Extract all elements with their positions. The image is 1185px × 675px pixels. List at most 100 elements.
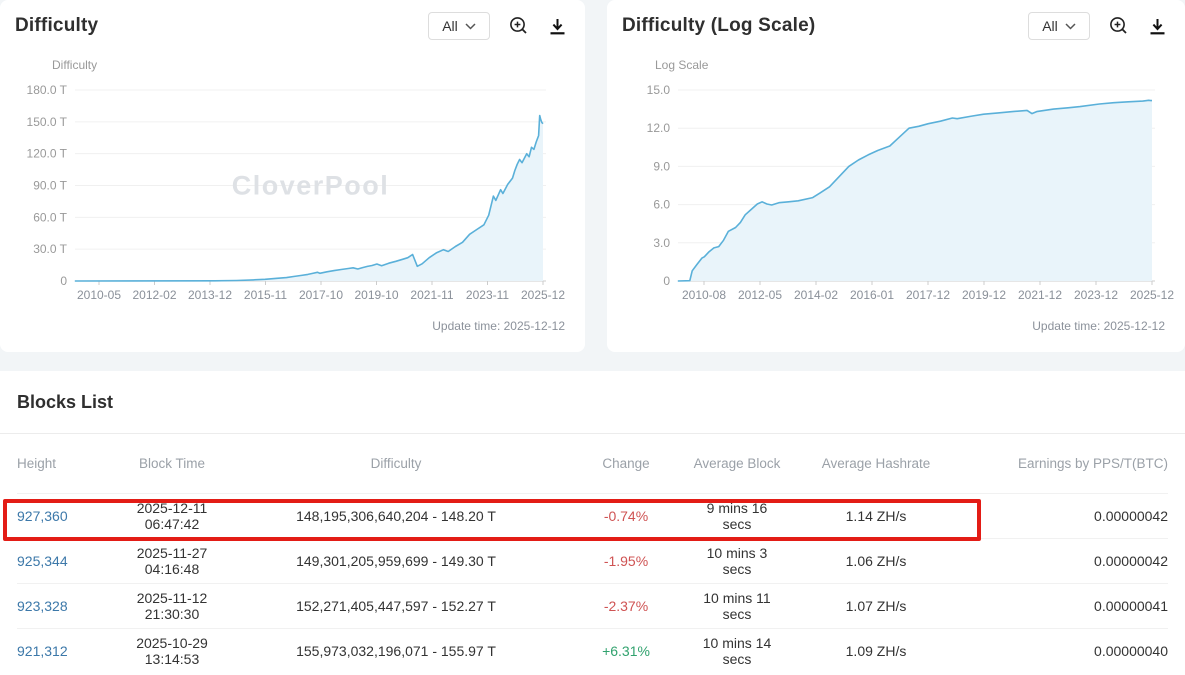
svg-text:3.0: 3.0 — [653, 236, 670, 250]
svg-text:9.0: 9.0 — [653, 159, 670, 173]
svg-text:90.0 T: 90.0 T — [33, 179, 67, 193]
zoom-in-icon[interactable] — [1109, 16, 1129, 36]
difficulty-chart-title: Difficulty — [15, 15, 99, 36]
charts-row: Difficulty All 180.0 T 150.0 T 120.0 T 90.0… — [0, 0, 1185, 352]
cell-height: 921,312 — [17, 627, 113, 673]
cell-avg_hashrate: 1.06 ZH/s — [783, 537, 969, 583]
cell-avg_block: 10 mins 14 secs — [691, 627, 783, 673]
svg-text:CloverPool: CloverPool — [232, 171, 390, 201]
table-header-row: Height Block Time Difficulty Change Average … — [17, 434, 1168, 493]
cell-difficulty: 148,195,306,640,204 - 148.20 T — [231, 492, 561, 538]
column-header-earnings: Earnings by PPS/T(BTC) — [1017, 455, 1168, 471]
difficulty-chart-controls: All — [428, 12, 567, 40]
cell-avg_hashrate: 1.07 ZH/s — [783, 582, 969, 628]
block-height-link[interactable]: 925,344 — [17, 552, 68, 569]
blocks-table-head: Height Block Time Difficulty Change Average … — [17, 434, 1168, 493]
cell-block_time: 2025-11-12 21:30:30 — [113, 582, 231, 628]
block-height-link[interactable]: 927,360 — [17, 507, 68, 524]
download-icon[interactable] — [1148, 17, 1167, 36]
column-header-height: Height — [17, 455, 57, 471]
svg-text:2025-12: 2025-12 — [521, 288, 565, 302]
blocks-list-section: Blocks List Height Block Time Difficulty Ch… — [0, 371, 1185, 675]
svg-text:2010-05: 2010-05 — [77, 288, 121, 302]
svg-text:Log Scale: Log Scale — [655, 58, 709, 72]
blocks-list-title: Blocks List — [17, 392, 114, 412]
cell-earnings: 0.00000042 — [969, 492, 1168, 538]
svg-text:60.0 T: 60.0 T — [33, 210, 67, 224]
cell-avg_hashrate: 1.09 ZH/s — [783, 627, 969, 673]
svg-text:2016-01: 2016-01 — [850, 288, 894, 302]
cell-height: 927,360 — [17, 492, 113, 538]
cell-avg_block: 10 mins 3 secs — [691, 537, 783, 583]
svg-text:2017-12: 2017-12 — [906, 288, 950, 302]
time-range-value: All — [442, 18, 458, 34]
cell-block_time: 2025-12-11 06:47:42 — [113, 492, 231, 538]
svg-text:2021-11: 2021-11 — [410, 288, 453, 302]
cell-avg_hashrate: 1.14 ZH/s — [783, 492, 969, 538]
svg-text:0: 0 — [663, 274, 670, 288]
svg-text:2012-02: 2012-02 — [132, 288, 176, 302]
table-row: 921,312 2025-10-29 13:14:53 155,973,032,19… — [17, 627, 1168, 673]
cell-change: +6.31% — [561, 627, 691, 673]
cell-avg_block: 10 mins 11 secs — [691, 582, 783, 628]
cell-block_time: 2025-10-29 13:14:53 — [113, 627, 231, 673]
svg-text:2019-10: 2019-10 — [354, 288, 398, 302]
svg-text:Difficulty: Difficulty — [52, 58, 97, 72]
svg-text:2012-05: 2012-05 — [738, 288, 782, 302]
difficulty-card-header: Difficulty All — [0, 0, 585, 40]
svg-text:2013-12: 2013-12 — [188, 288, 232, 302]
svg-text:2023-11: 2023-11 — [466, 288, 509, 302]
svg-text:120.0 T: 120.0 T — [27, 147, 68, 161]
cell-height: 923,328 — [17, 582, 113, 628]
time-range-select[interactable]: All — [1028, 12, 1090, 40]
block-height-link[interactable]: 923,328 — [17, 597, 68, 614]
svg-text:2021-12: 2021-12 — [1018, 288, 1062, 302]
cell-height: 925,344 — [17, 537, 113, 583]
log-scale-chart: 15.0 12.0 9.0 6.0 3.0 0 2010-08 2012-05 2014-02 2… — [647, 58, 1175, 302]
update-time-label: Update time: 2025-12-12 — [1032, 319, 1165, 333]
svg-text:2014-02: 2014-02 — [794, 288, 838, 302]
table-row: 925,344 2025-11-27 04:16:48 149,301,205,95… — [17, 537, 1168, 583]
column-header-avg_block: Average Block — [693, 455, 781, 471]
download-icon[interactable] — [548, 17, 567, 36]
column-header-avg_hashrate: Average Hashrate — [821, 455, 931, 471]
column-header-difficulty: Difficulty — [370, 455, 422, 471]
cell-change: -0.74% — [561, 492, 691, 538]
svg-text:6.0: 6.0 — [653, 198, 670, 212]
cell-avg_block: 9 mins 16 secs — [691, 492, 783, 538]
log-chart-card: Difficulty (Log Scale) All 15.0 12.0 9.0 6.… — [607, 0, 1185, 352]
column-header-change: Change — [602, 455, 650, 471]
svg-text:12.0: 12.0 — [647, 121, 671, 135]
block-height-link[interactable]: 921,312 — [17, 642, 68, 659]
cell-difficulty: 149,301,205,959,699 - 149.30 T — [231, 537, 561, 583]
divider — [0, 433, 1185, 434]
cell-block_time: 2025-11-27 04:16:48 — [113, 537, 231, 583]
svg-text:2015-11: 2015-11 — [244, 288, 287, 302]
cell-earnings: 0.00000041 — [969, 582, 1168, 628]
svg-text:30.0 T: 30.0 T — [33, 242, 67, 256]
time-range-select[interactable]: All — [428, 12, 490, 40]
chevron-down-icon — [465, 22, 476, 30]
cell-difficulty: 155,973,032,196,071 - 155.97 T — [231, 627, 561, 673]
zoom-in-icon[interactable] — [509, 16, 529, 36]
cell-difficulty: 152,271,405,447,597 - 152.27 T — [231, 582, 561, 628]
cell-earnings: 0.00000042 — [969, 537, 1168, 583]
log-chart-title: Difficulty (Log Scale) — [622, 15, 816, 36]
svg-text:2019-12: 2019-12 — [962, 288, 1006, 302]
svg-text:2017-10: 2017-10 — [299, 288, 343, 302]
cell-earnings: 0.00000040 — [969, 627, 1168, 673]
svg-text:2025-12: 2025-12 — [1130, 288, 1174, 302]
table-row: 923,328 2025-11-12 21:30:30 152,271,405,44… — [17, 582, 1168, 628]
blocks-table-body: 927,360 2025-12-11 06:47:42 148,195,306,64… — [17, 492, 1168, 673]
log-card-header: Difficulty (Log Scale) All — [607, 0, 1185, 40]
time-range-value: All — [1042, 18, 1058, 34]
difficulty-chart-card: Difficulty All 180.0 T 150.0 T 120.0 T 90.0… — [0, 0, 585, 352]
blocks-table: Height Block Time Difficulty Change Average … — [17, 434, 1168, 673]
svg-text:2010-08: 2010-08 — [682, 288, 726, 302]
cell-change: -2.37% — [561, 582, 691, 628]
chevron-down-icon — [1065, 22, 1076, 30]
log-chart-controls: All — [1028, 12, 1167, 40]
svg-text:180.0 T: 180.0 T — [27, 83, 68, 97]
svg-text:15.0: 15.0 — [647, 83, 671, 97]
column-header-block_time: Block Time — [138, 455, 206, 471]
